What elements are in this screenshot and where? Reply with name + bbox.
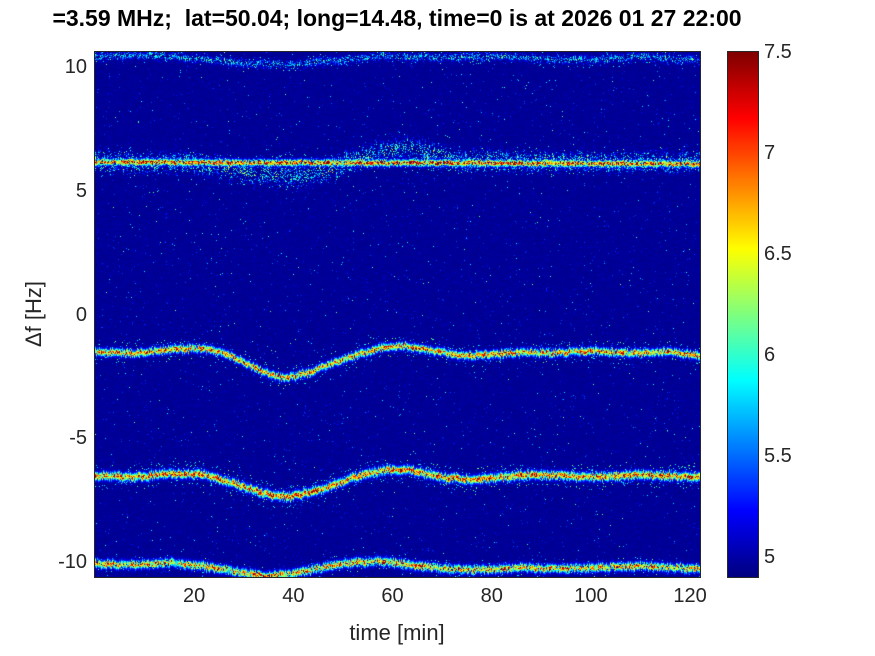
spectrogram-plot xyxy=(94,51,701,578)
colorbar-canvas xyxy=(728,52,758,577)
colorbar-tick-label: 5.5 xyxy=(764,444,792,467)
y-tick-label: 10 xyxy=(64,55,87,78)
colorbar-tick-label: 7 xyxy=(764,141,776,164)
x-tick-label: 120 xyxy=(673,585,707,607)
colorbar-tick-label: 6 xyxy=(764,343,776,366)
x-tick-label: 80 xyxy=(480,585,503,607)
x-tick-label: 40 xyxy=(282,585,305,607)
colorbar-tick-label: 7.5 xyxy=(764,41,792,63)
colorbar xyxy=(727,51,759,578)
y-tick-label: -10 xyxy=(58,551,87,574)
x-tick-label: 60 xyxy=(381,585,404,607)
x-axis-label: time [min] xyxy=(349,620,445,645)
y-tick-label: 0 xyxy=(75,303,87,326)
spectrogram-canvas xyxy=(95,52,700,577)
y-tick-label: 5 xyxy=(75,179,87,202)
y-tick-label: -5 xyxy=(69,427,87,450)
x-tick-label: 100 xyxy=(574,585,608,607)
colorbar-tick-label: 6.5 xyxy=(764,242,792,265)
x-tick-label: 20 xyxy=(183,585,206,607)
chart-title: =3.59 MHz; lat=50.04; long=14.48, time=0… xyxy=(52,5,742,31)
colorbar-tick-label: 5 xyxy=(764,545,776,568)
